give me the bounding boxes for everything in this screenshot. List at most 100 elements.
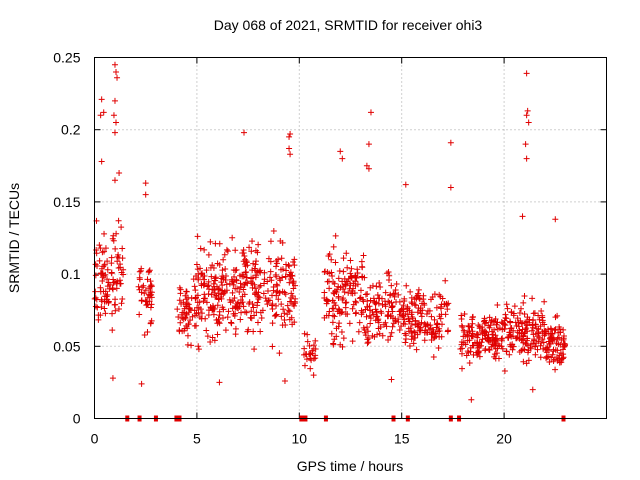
- data-point: [345, 289, 352, 296]
- data-point: [341, 289, 348, 296]
- data-point: [197, 245, 204, 252]
- data-point: [391, 293, 398, 300]
- data-point: [287, 131, 294, 138]
- data-point: [529, 386, 536, 393]
- data-point: [111, 177, 118, 184]
- x-tick-label: 10: [292, 431, 308, 447]
- data-point: [408, 329, 415, 336]
- data-point: [343, 299, 350, 306]
- data-point: [238, 309, 245, 316]
- data-point: [549, 337, 556, 344]
- data-point: [551, 327, 558, 334]
- data-point: [310, 345, 317, 352]
- data-point: [396, 327, 403, 334]
- data-point: [195, 276, 202, 283]
- data-point: [552, 216, 559, 223]
- data-point: [523, 341, 530, 348]
- data-point: [117, 264, 124, 271]
- data-point: [257, 309, 264, 316]
- data-point: [254, 319, 261, 326]
- data-point: [267, 238, 274, 245]
- data-point: [508, 341, 515, 348]
- data-point: [342, 304, 349, 311]
- data-point: [410, 340, 417, 347]
- data-point: [195, 343, 202, 350]
- data-point: [286, 316, 293, 323]
- data-point: [414, 331, 421, 338]
- data-point: [287, 151, 294, 158]
- data-point: [114, 74, 121, 81]
- y-tick-label: 0.15: [53, 194, 80, 210]
- data-point: [251, 281, 258, 288]
- data-point: [99, 249, 106, 256]
- data-point: [459, 365, 466, 372]
- data-point: [473, 331, 480, 338]
- data-point: [206, 286, 213, 293]
- data-point: [417, 326, 424, 333]
- data-point: [537, 323, 544, 330]
- data-point: [337, 284, 344, 291]
- data-point: [330, 305, 337, 312]
- data-point: [350, 280, 357, 287]
- data-point: [257, 328, 264, 335]
- data-point: [420, 292, 427, 299]
- data-point: [502, 322, 509, 329]
- data-point: [340, 268, 347, 275]
- data-point: [231, 294, 238, 301]
- data-point: [541, 321, 548, 328]
- data-point: [360, 324, 367, 331]
- data-point: [100, 109, 107, 116]
- data-point: [520, 332, 527, 339]
- data-point: [328, 330, 335, 337]
- data-point: [329, 319, 336, 326]
- data-point: [534, 329, 541, 336]
- data-point: [339, 278, 346, 285]
- data-point: [362, 291, 369, 298]
- data-point: [336, 320, 343, 327]
- data-point: [385, 276, 392, 283]
- x-tick-label: 0: [91, 431, 99, 447]
- data-point: [199, 270, 206, 277]
- data-point: [531, 336, 538, 343]
- data-point: [147, 292, 154, 299]
- data-point: [530, 310, 537, 317]
- data-point: [234, 285, 241, 292]
- data-point: [557, 349, 564, 356]
- data-point: [354, 266, 361, 273]
- data-point: [360, 252, 367, 259]
- data-point: [389, 308, 396, 315]
- data-point: [286, 308, 293, 315]
- data-point: [434, 320, 441, 327]
- data-point: [537, 342, 544, 349]
- data-point: [517, 317, 524, 324]
- data-point: [109, 310, 116, 317]
- data-point: [507, 325, 514, 332]
- data-point: [233, 266, 240, 273]
- data-point: [545, 330, 552, 337]
- data-point: [212, 277, 219, 284]
- data-point: [258, 315, 265, 322]
- data-point: [304, 338, 311, 345]
- data-point: [230, 279, 237, 286]
- data-point: [475, 349, 482, 356]
- data-point: [356, 319, 363, 326]
- data-point: [273, 263, 280, 270]
- data-point: [494, 319, 501, 326]
- data-point: [433, 304, 440, 311]
- data-point: [113, 119, 120, 126]
- data-point: [195, 346, 202, 353]
- data-point: [275, 256, 282, 263]
- data-point: [444, 301, 451, 308]
- data-point: [114, 278, 121, 285]
- data-point: [404, 303, 411, 310]
- data-point: [330, 289, 337, 296]
- data-point: [387, 333, 394, 340]
- data-point: [278, 301, 285, 308]
- data-point: [312, 337, 319, 344]
- data-point: [192, 287, 199, 294]
- data-point: [428, 313, 435, 320]
- data-point: [232, 247, 239, 254]
- data-point: [222, 265, 229, 272]
- data-point: [438, 311, 445, 318]
- data-point: [356, 295, 363, 302]
